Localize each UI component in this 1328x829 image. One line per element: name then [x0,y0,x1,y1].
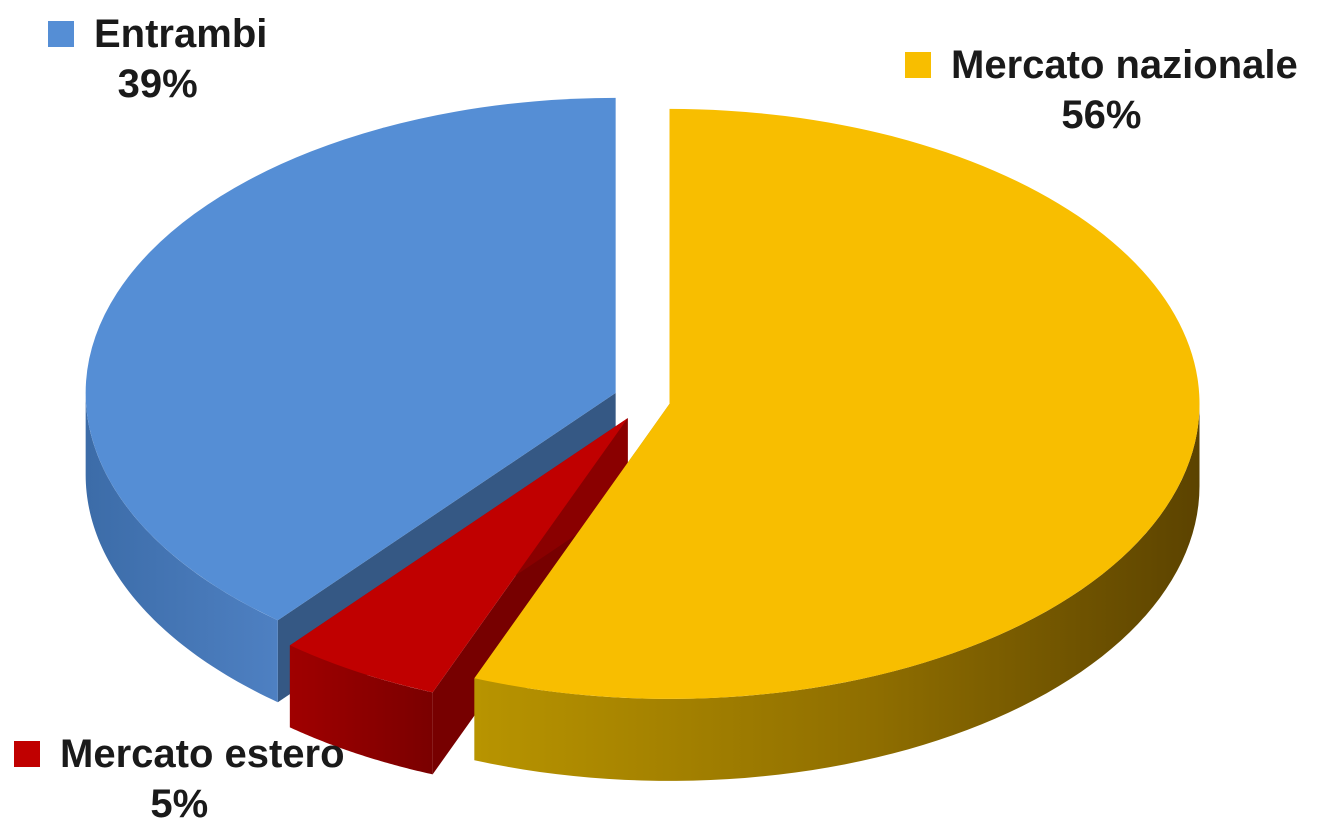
slice-value-label: 56% [1061,93,1142,137]
pie-slice-mercato-estero [289,418,628,775]
slice-label-entrambi: Entrambi 39% [48,14,267,104]
legend-key-mercato-estero [14,741,40,767]
slice-label-text: Mercato estero [60,732,345,776]
slice-value-label: 5% [150,782,209,826]
pie-slice-top [289,418,628,693]
pie-slice-side [289,645,433,775]
pie-slice-side [85,392,278,703]
slice-label-mercato-nazionale: Mercato nazionale 56% [905,45,1298,135]
legend-key-entrambi [48,21,74,47]
slice-label-text: Entrambi [94,12,268,56]
slice-label-text: Mercato nazionale [951,43,1298,87]
pie-slice-side [474,403,1200,781]
pie-slice-top [85,97,616,621]
slice-value-label: 39% [117,62,198,106]
pie-slice-top [474,108,1200,699]
legend-key-mercato-nazionale [905,52,931,78]
slice-label-mercato-estero: Mercato estero 5% [14,734,345,824]
pie-slice-mercato-nazionale [474,108,1200,781]
